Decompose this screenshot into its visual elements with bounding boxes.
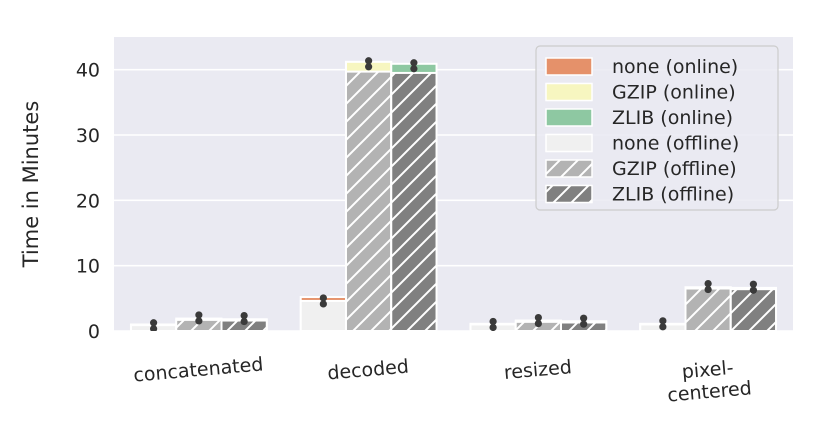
bar-hatch [176,319,222,331]
error-marker [365,57,373,65]
legend-label: none (online) [612,56,738,78]
error-marker [240,317,248,326]
error-marker [534,313,542,322]
x-tick-label-line: decoded [326,356,409,385]
error-marker [704,285,712,294]
error-marker [659,323,667,331]
legend-swatch-hatch [546,160,592,177]
error-marker [704,279,712,288]
y-axis-label: Time in Minutes [19,101,43,269]
x-axis-ticks: concatenated decoded resized pixel-centered [133,353,753,406]
error-marker [365,63,373,71]
error-marker [195,311,203,319]
legend: none (online) GZIP (online) ZLIB (online) n… [535,45,779,211]
error-marker [659,317,667,325]
error-marker [580,320,588,328]
y-tick-label: 40 [76,60,100,82]
bars [129,57,778,331]
bar-hatch [730,289,777,331]
y-axis-ticks: 0 10 20 30 40 [76,60,100,343]
error-marker [410,65,418,73]
error-marker [489,323,497,331]
x-tick-label-line: centered [666,377,752,406]
legend-label: GZIP (online) [612,82,736,104]
legend-label: ZLIB (online) [612,107,733,129]
legend-label: ZLIB (offline) [612,184,734,206]
error-marker [195,317,203,325]
error-marker [319,294,327,302]
x-tick-label: decoded [326,356,409,385]
x-tick-label: resized [503,356,573,384]
error-marker [580,314,588,322]
legend-box [535,45,779,211]
legend-swatch [545,82,593,102]
x-tick-label: concatenated [133,353,265,386]
x-tick-label: pixel-centered [666,357,752,407]
error-marker [749,280,757,288]
x-tick-label-line: concatenated [133,353,265,386]
legend-label: none (offline) [612,133,739,155]
y-tick-label: 30 [76,125,100,147]
bar-hatch [391,72,437,331]
bar-hatch [685,288,731,331]
x-tick-label-line: pixel- [681,357,735,383]
bar-hatch [345,71,392,331]
error-marker [240,311,248,320]
x-tick-label-line: resized [503,356,573,384]
error-marker [150,325,158,331]
error-marker [534,319,542,328]
y-tick-label: 0 [88,321,100,343]
error-marker [749,286,757,294]
legend-swatch [545,108,593,127]
bar-hatch [221,320,267,331]
error-marker [150,319,158,327]
error-marker [410,59,418,67]
legend-swatch [545,133,593,153]
y-tick-label: 10 [76,256,100,278]
y-tick-label: 20 [76,190,100,212]
error-marker [319,300,327,308]
error-marker [489,317,497,326]
legend-label: GZIP (offline) [612,158,737,180]
legend-swatch-hatch [546,185,592,203]
legend-swatch [545,57,593,76]
